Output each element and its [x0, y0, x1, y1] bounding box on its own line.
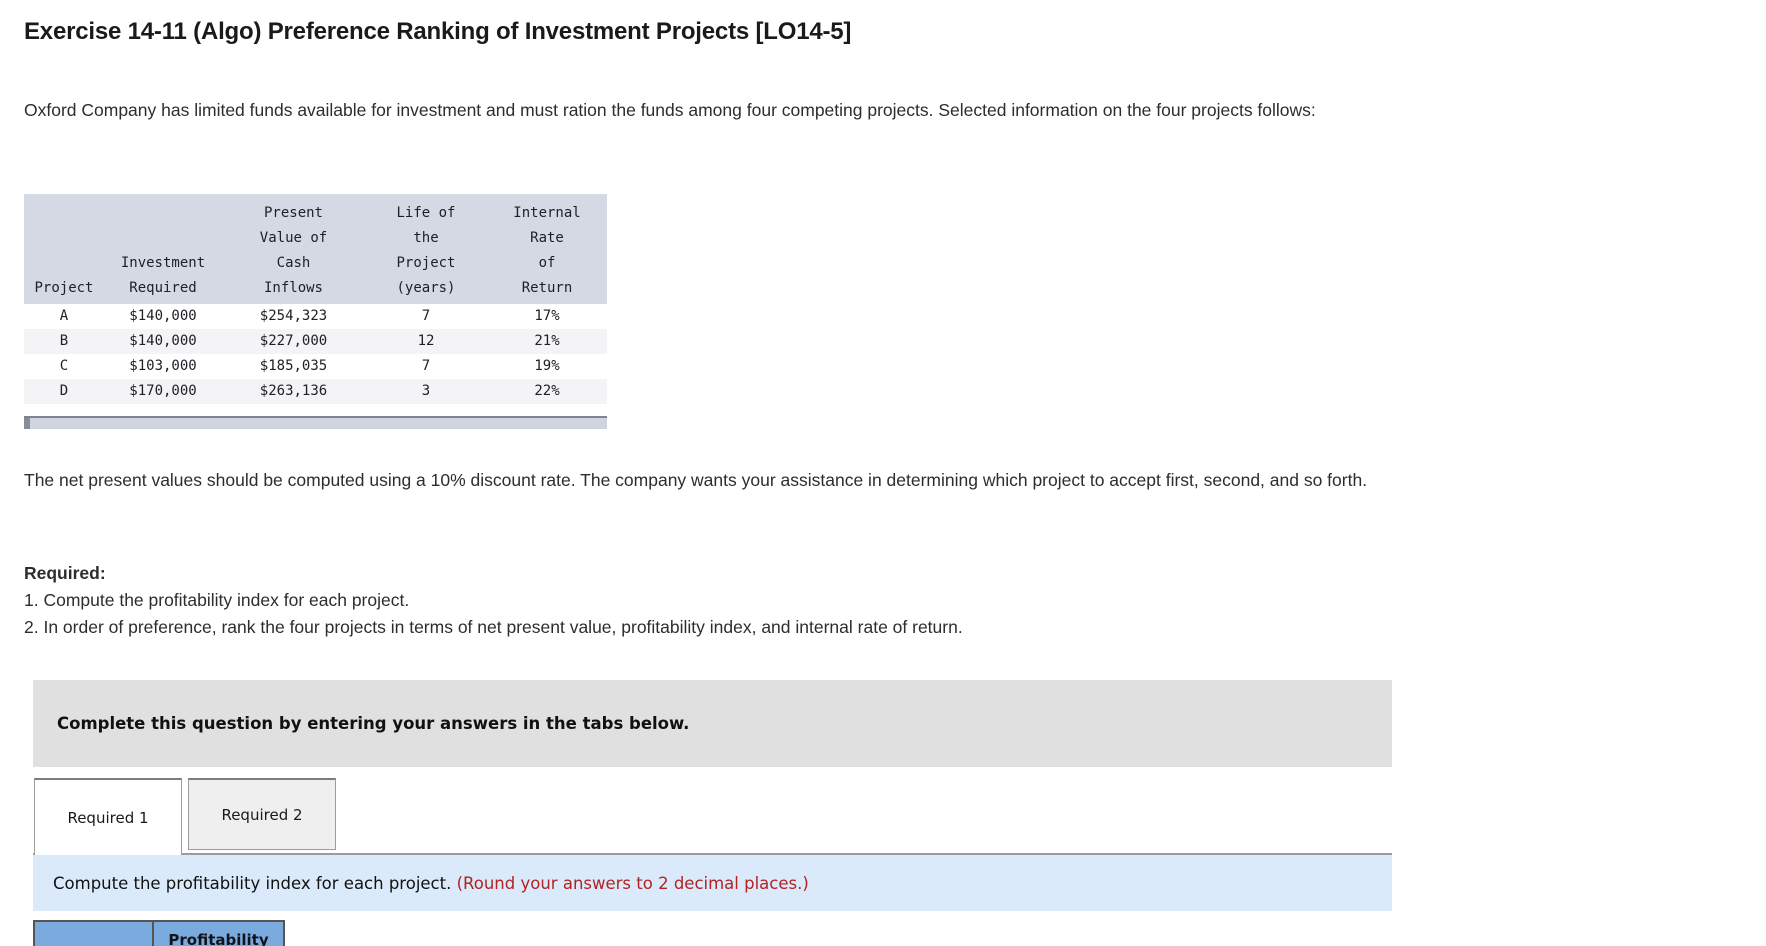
tab-required-1-label: Required 1: [67, 808, 149, 827]
complete-question-banner-text: Complete this question by entering your …: [57, 714, 690, 733]
instruction-text: Compute the profitability index for each…: [53, 873, 457, 893]
projects-table-cell: $170,000: [129, 383, 197, 399]
intro-paragraph: Oxford Company has limited funds availab…: [24, 100, 1316, 120]
projects-table-cell: $140,000: [129, 308, 197, 324]
projects-table-cell: A: [59, 308, 69, 324]
answer-table-header-row: Profitability: [33, 920, 285, 946]
projects-column-header: Project: [34, 280, 94, 296]
projects-table-cell: $254,323: [259, 308, 328, 324]
projects-table-row: A $140,000 $254,323 7 17%: [24, 304, 607, 329]
projects-table-cell: C: [59, 358, 69, 374]
required-item-2: 2. In order of preference, rank the four…: [24, 617, 963, 637]
projects-table-body: A $140,000 $254,323 7 17% B $140,000 $227,000 12…: [24, 304, 607, 404]
answer-table-profitability-header: Profitability: [152, 920, 285, 946]
projects-table-row: D $170,000 $263,136 3 22%: [24, 379, 607, 404]
projects-column-header: Investment Required: [120, 255, 206, 296]
projects-table-cell: 7: [421, 358, 431, 374]
projects-table-cell: 17%: [534, 308, 560, 324]
projects-column-header: Present Value of Cash Inflows: [259, 205, 328, 296]
projects-table-cell: 21%: [534, 333, 560, 349]
projects-table-cell: 19%: [534, 358, 560, 374]
answer-table-blank-header: [33, 920, 154, 946]
tab-required-1[interactable]: Required 1: [34, 778, 182, 855]
projects-table-cell: $140,000: [129, 333, 197, 349]
answer-tabs: Required 1 Required 2: [34, 778, 336, 855]
tab-required-2[interactable]: Required 2: [188, 778, 336, 850]
projects-column-header: Life of the Project (years): [396, 205, 456, 296]
projects-table-cell: 7: [421, 308, 431, 324]
required-item-1: 1. Compute the profitability index for e…: [24, 590, 410, 610]
projects-table-cell: 3: [421, 383, 431, 399]
answer-table: Profitability: [33, 920, 285, 946]
projects-column-header: Internal Rate of Return: [513, 205, 581, 296]
projects-table: Project Investment Required Present Value of…: [24, 194, 607, 404]
projects-table-cell: 22%: [534, 383, 560, 399]
projects-table-cell: 12: [417, 333, 435, 349]
scrollbar-thumb[interactable]: [24, 418, 30, 429]
horizontal-scrollbar[interactable]: [24, 416, 607, 429]
projects-table-row: B $140,000 $227,000 12 21%: [24, 329, 607, 354]
projects-table-header-row: Project Investment Required Present Value of…: [24, 194, 607, 304]
complete-question-banner: Complete this question by entering your …: [33, 680, 1392, 767]
projects-table-cell: B: [59, 333, 69, 349]
projects-table-cell: $227,000: [259, 333, 328, 349]
instruction-rounding-note: (Round your answers to 2 decimal places.…: [456, 873, 809, 893]
projects-table-cell: D: [59, 383, 69, 399]
instruction-bar: Compute the profitability index for each…: [33, 853, 1392, 911]
discussion-paragraph: The net present values should be compute…: [24, 470, 1368, 490]
projects-table-cell: $185,035: [259, 358, 328, 374]
projects-table-cell: $103,000: [129, 358, 197, 374]
required-label: Required:: [24, 563, 106, 583]
tab-required-2-label: Required 2: [221, 805, 303, 824]
required-section: Required: 1. Compute the profitability i…: [24, 560, 963, 641]
projects-table-cell: $263,136: [259, 383, 328, 399]
page-title: Exercise 14-11 (Algo) Preference Ranking…: [24, 18, 852, 45]
projects-table-row: C $103,000 $185,035 7 19%: [24, 354, 607, 379]
